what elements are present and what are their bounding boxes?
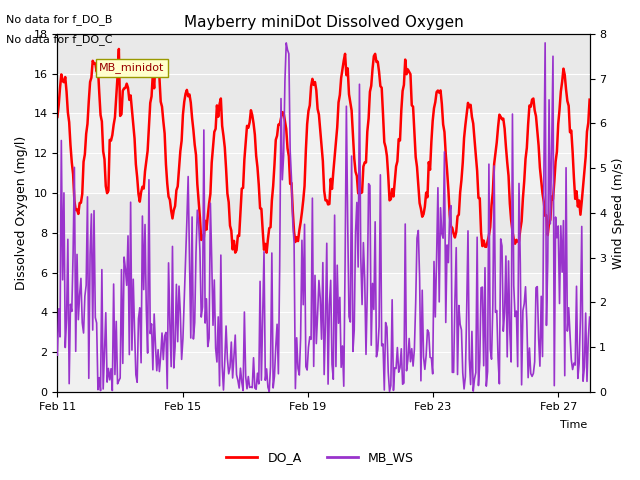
Text: No data for f_DO_B: No data for f_DO_B — [6, 14, 113, 25]
Y-axis label: Dissolved Oxygen (mg/l): Dissolved Oxygen (mg/l) — [15, 136, 28, 290]
Bar — [58, 193, 589, 273]
X-axis label: Time: Time — [560, 420, 588, 431]
Y-axis label: Wind Speed (m/s): Wind Speed (m/s) — [612, 157, 625, 269]
Title: Mayberry miniDot Dissolved Oxygen: Mayberry miniDot Dissolved Oxygen — [184, 15, 463, 30]
Legend: DO_A, MB_WS: DO_A, MB_WS — [221, 446, 419, 469]
Bar — [58, 34, 589, 113]
Text: No data for f_DO_C: No data for f_DO_C — [6, 34, 113, 45]
Text: MB_minidot: MB_minidot — [99, 62, 164, 73]
